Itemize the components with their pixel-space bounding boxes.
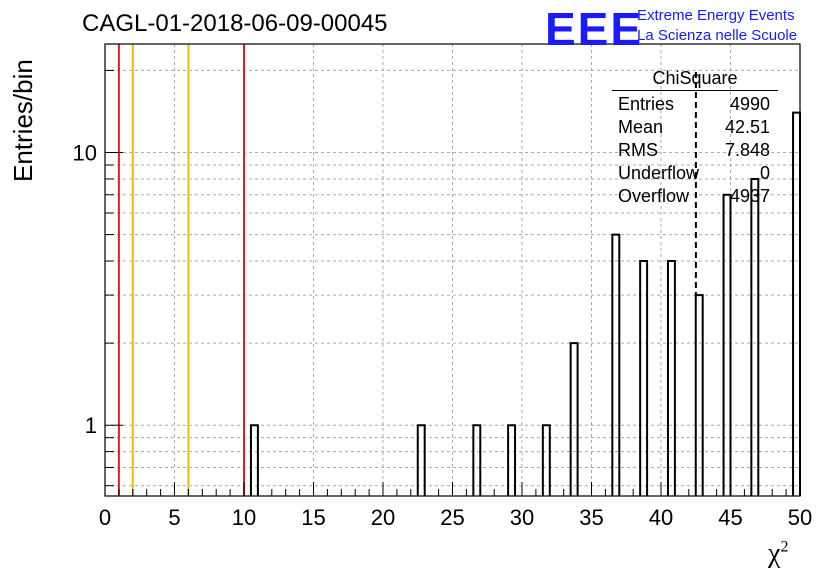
stats-value: 42.51 [724, 117, 770, 137]
stats-label: RMS [618, 140, 658, 160]
histogram-bin [569, 342, 579, 496]
histogram-bin [507, 424, 517, 496]
histogram-bin [541, 424, 551, 496]
x-axis-label: χ2 [768, 538, 789, 569]
stats-row: Underflow 0 [612, 162, 778, 185]
stats-row: Entries 4990 [612, 93, 778, 116]
stats-row: Overflow 4937 [612, 185, 778, 208]
logo-line-2: La Scienza nelle Scuole [637, 27, 798, 44]
stats-value: 0 [759, 163, 770, 183]
stats-row: RMS 7.848 [612, 139, 778, 162]
x-tick-label: 20 [371, 505, 395, 530]
y-tick-label: 10 [73, 141, 97, 166]
histogram-bin [472, 424, 482, 496]
x-tick-label: 50 [788, 505, 812, 530]
histogram-bin [722, 193, 732, 496]
histogram-bin [249, 424, 259, 496]
x-tick-label: 0 [99, 505, 111, 530]
x-tick-label: 25 [440, 505, 464, 530]
stats-value: 4937 [729, 186, 770, 206]
stats-row: Mean 42.51 [612, 116, 778, 139]
chart-title: CAGL-01-2018-06-09-00045 [82, 10, 388, 37]
histogram-bin [750, 177, 760, 496]
stats-label: Mean [618, 117, 664, 137]
x-tick-label: 10 [232, 505, 256, 530]
stats-title: ChiSquare [612, 68, 778, 91]
histogram-bin [792, 111, 801, 496]
logo-caption: Extreme Energy Events La Scienza nelle S… [637, 6, 797, 46]
stats-value: 4990 [729, 94, 770, 114]
x-tick-label: 40 [649, 505, 673, 530]
x-tick-label: 30 [510, 505, 534, 530]
stats-label: Underflow [618, 163, 700, 183]
logo-line-1: Extreme Energy Events [637, 7, 795, 24]
stats-label: Entries [618, 94, 675, 114]
histogram-bin [694, 294, 704, 496]
x-tick-label: 15 [301, 505, 325, 530]
histogram-bin [666, 260, 676, 496]
histogram-bin [416, 424, 426, 496]
x-tick-label: 45 [718, 505, 742, 530]
histogram-bin [639, 260, 649, 496]
x-tick-label: 5 [168, 505, 180, 530]
stats-label: Overflow [618, 186, 690, 206]
stats-box: ChiSquare Entries 4990 Mean 42.51 RMS 7.848… [612, 68, 778, 208]
eee-logo: EEE [545, 3, 644, 55]
x-tick-label: 35 [579, 505, 603, 530]
histogram-bin [611, 233, 621, 496]
stats-value: 7.848 [724, 140, 770, 160]
y-tick-label: 1 [85, 413, 97, 438]
y-axis-label: Entries/bin [8, 59, 38, 182]
